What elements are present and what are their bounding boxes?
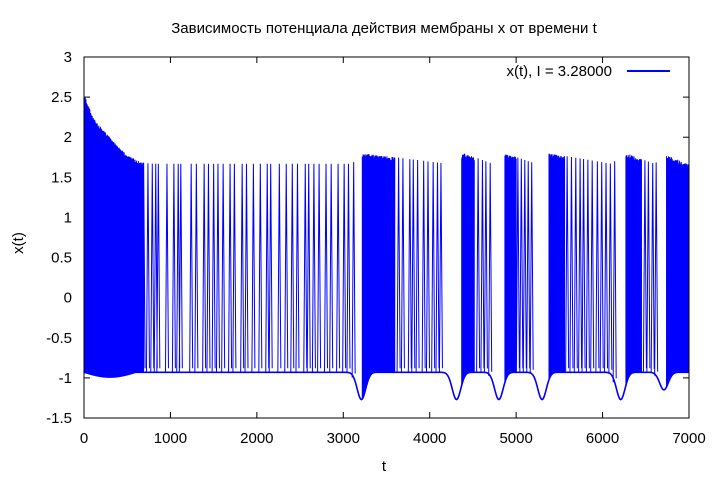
y-tick-label: 2: [64, 129, 72, 146]
y-axis-label: x(t): [10, 232, 27, 254]
x-tick-label: 7000: [672, 430, 705, 447]
x-tick-label: 4000: [413, 430, 446, 447]
x-tick-label: 5000: [499, 430, 532, 447]
x-tick-label: 1000: [154, 430, 187, 447]
y-tick-label: -1: [59, 370, 72, 387]
chart-title: Зависимость потенциала действия мембраны…: [171, 20, 597, 37]
y-tick-label: 0.5: [51, 250, 72, 267]
y-tick-label: -0.5: [46, 330, 72, 347]
x-tick-label: 6000: [586, 430, 619, 447]
series-baseline: [84, 372, 689, 399]
y-tick-label: 1.5: [51, 169, 72, 186]
y-tick-label: 0: [64, 290, 72, 307]
x-tick-label: 3000: [327, 430, 360, 447]
x-axis-label: t: [382, 458, 387, 475]
x-tick-label: 2000: [240, 430, 273, 447]
x-tick-label: 0: [80, 430, 88, 447]
y-tick-label: -1.5: [46, 410, 72, 427]
legend: x(t), I = 3.28000: [507, 63, 670, 80]
series-x-t: [84, 95, 689, 400]
y-tick-label: 3: [64, 49, 72, 66]
legend-label: x(t), I = 3.28000: [507, 63, 612, 80]
y-tick-label: 1: [64, 209, 72, 226]
series-spikes: [84, 95, 689, 399]
y-tick-label: 2.5: [51, 89, 72, 106]
